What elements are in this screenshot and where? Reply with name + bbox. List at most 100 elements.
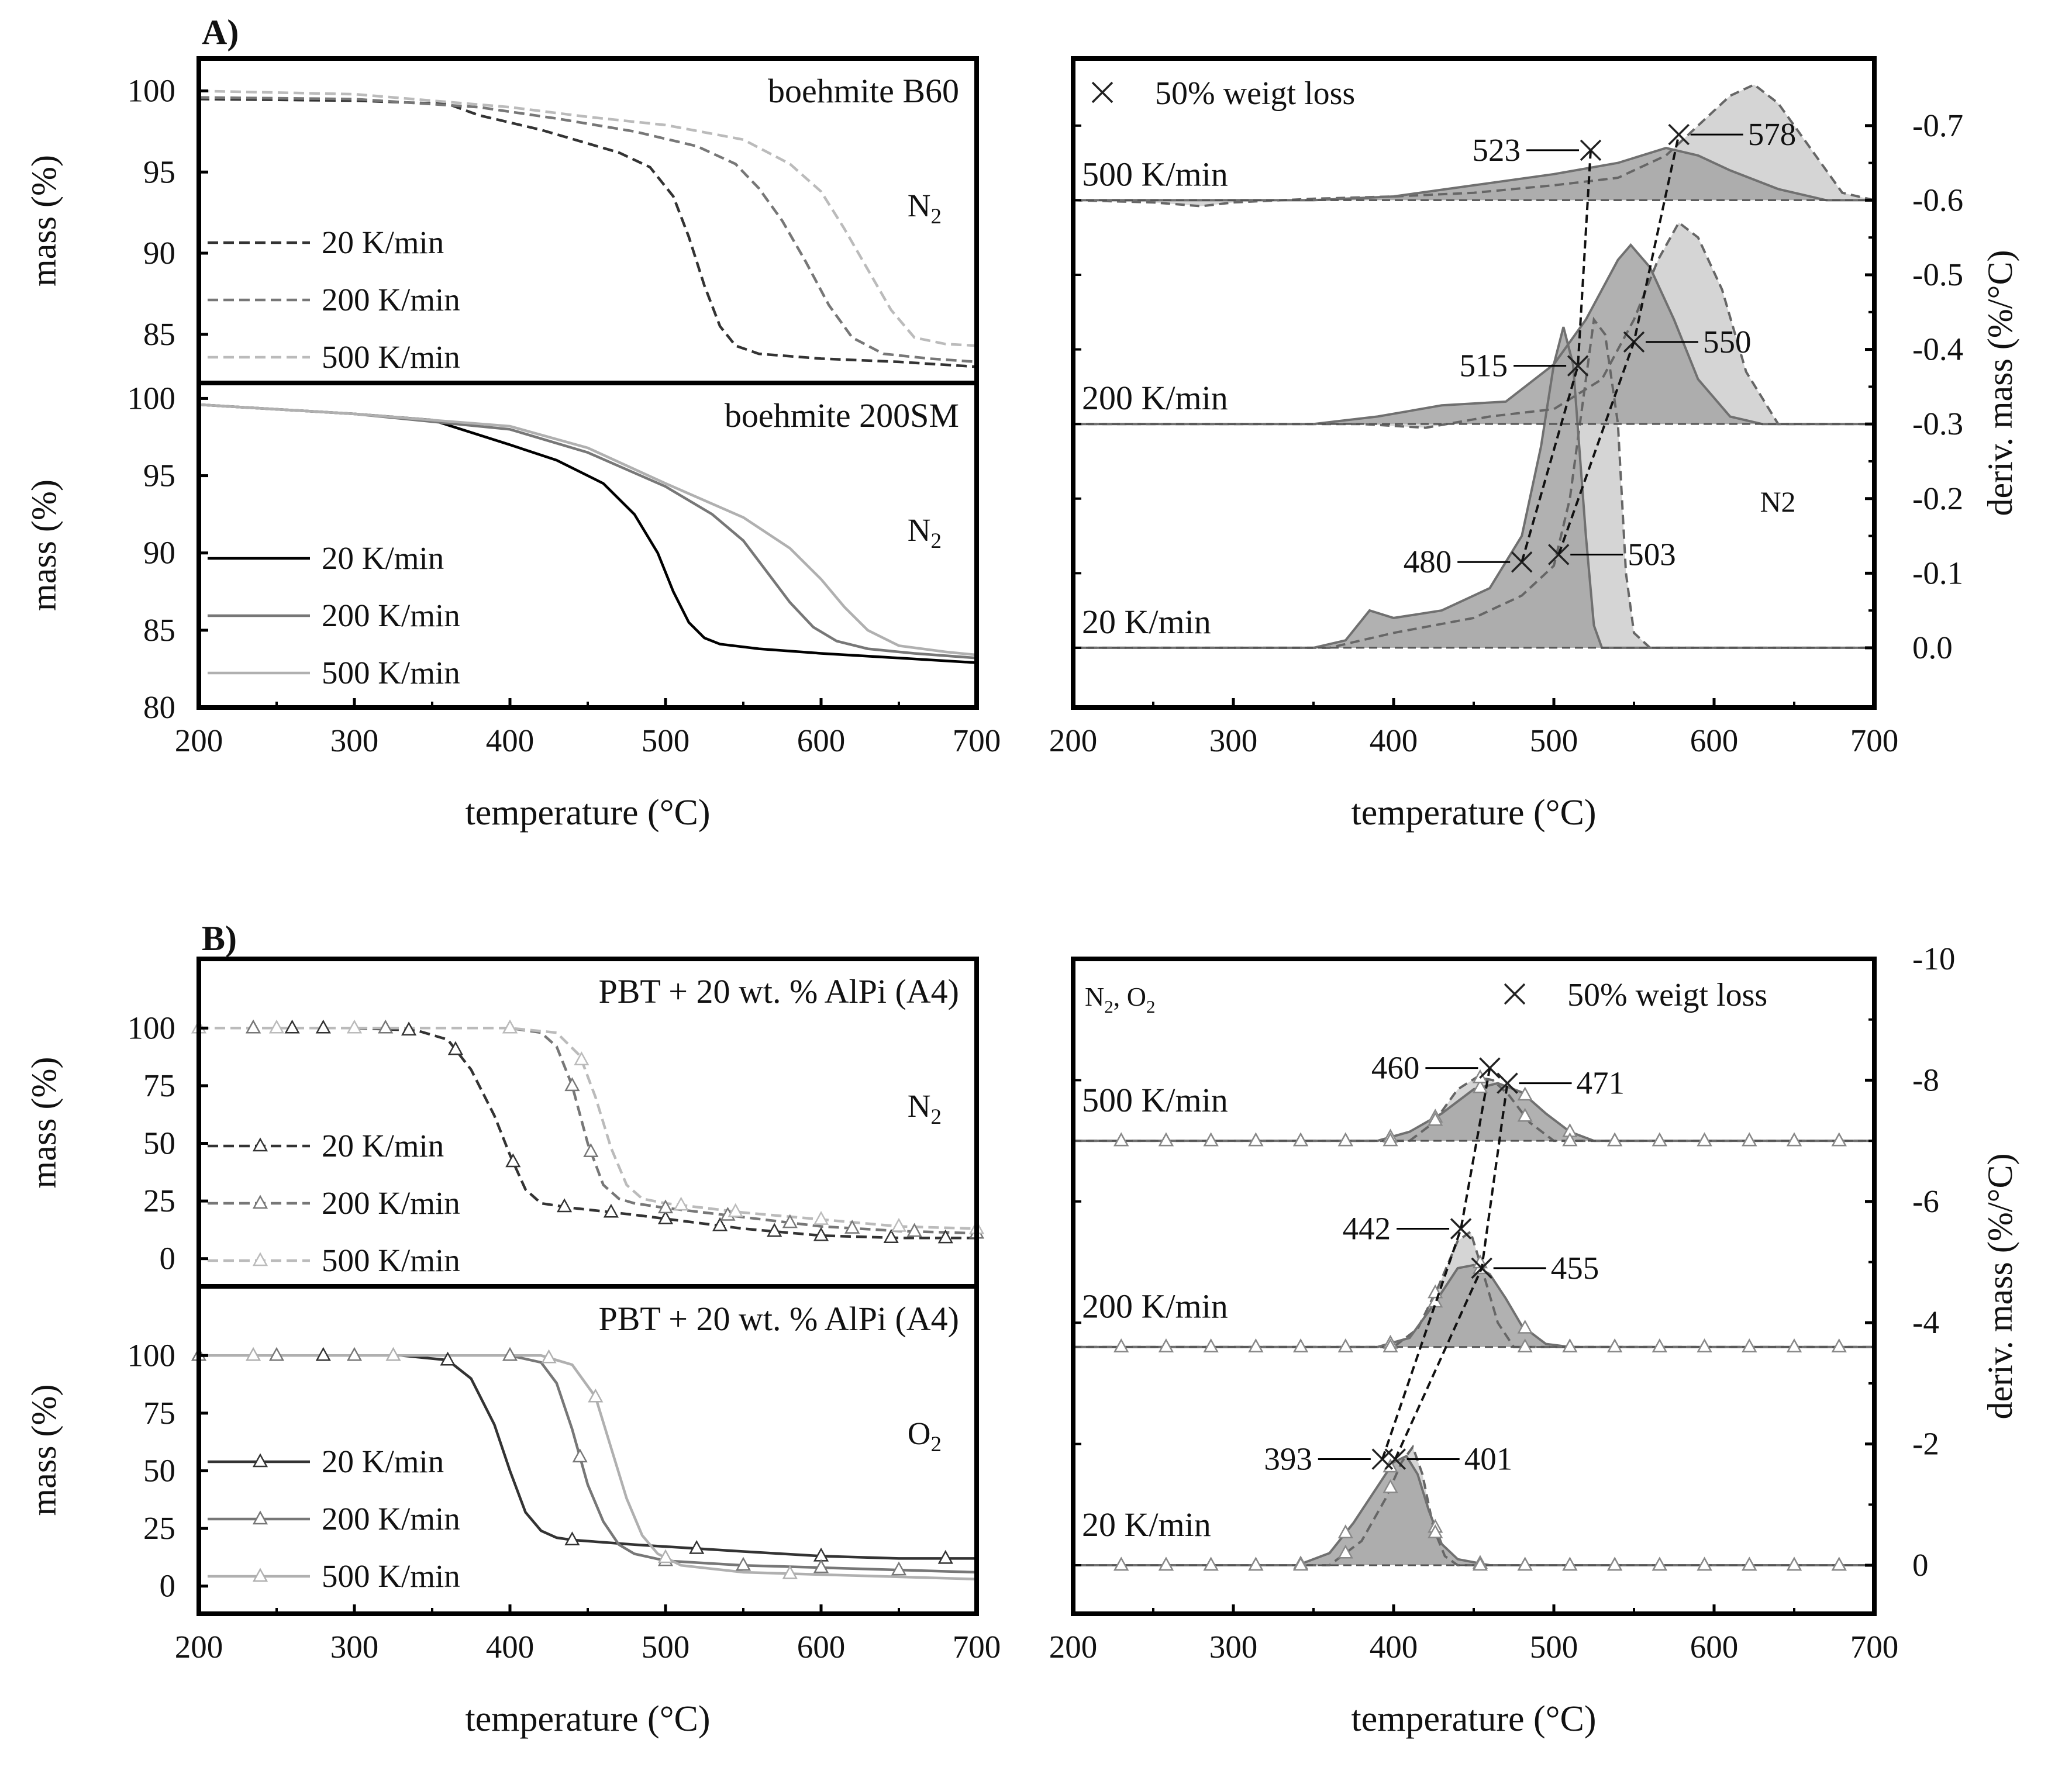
peak-trend-line (1394, 1083, 1509, 1460)
x-axis-label: temperature (°C) (1352, 1699, 1597, 1739)
legend-label: 200 K/min (322, 1185, 460, 1221)
series-marker (315, 1347, 331, 1361)
y-axis-label: deriv. mass (%/°C) (1981, 1153, 2019, 1419)
x-tick-label: 600 (797, 723, 846, 758)
x-tick-label: 500 (642, 723, 690, 758)
y-tick-label: 80 (143, 689, 175, 725)
atmosphere-part: 2 (931, 1433, 942, 1456)
y-tick-label: 100 (127, 73, 176, 109)
dtg-marker (1383, 1338, 1398, 1352)
dtg-curve (1073, 326, 1874, 649)
series-marker (541, 1349, 557, 1364)
x-tick-label: 200 (175, 723, 223, 758)
dtg-marker (1383, 1479, 1398, 1493)
legend-label: 20 K/min (322, 1444, 444, 1479)
legend-x-marker (1504, 983, 1526, 1005)
dtg-marker (1697, 1556, 1712, 1571)
dtg-marker (1203, 1556, 1219, 1571)
x-tick-label: 300 (330, 723, 379, 758)
y-tick-label: 95 (143, 458, 175, 493)
dtg-marker (1652, 1556, 1667, 1571)
legend-marker (252, 1195, 268, 1209)
rate-label: 20 K/min (1082, 1506, 1211, 1544)
dtg-marker (1697, 1132, 1712, 1147)
x-tick-label: 700 (953, 723, 1001, 758)
half-loss-marker (1580, 139, 1602, 161)
y-tick-label: 100 (127, 1337, 176, 1373)
series-marker (556, 1198, 573, 1213)
y-tick-label: 0 (1912, 1547, 1929, 1583)
y-tick-label: 100 (127, 1010, 176, 1045)
chart-title: PBT + 20 wt. % AlPi (A4) (598, 972, 959, 1010)
dtg-curve (1073, 83, 1875, 208)
y-axis-label: deriv. mass (%/°C) (1981, 250, 2019, 516)
dtg-marker (1383, 1132, 1398, 1147)
series-marker (844, 1220, 860, 1234)
series-marker (937, 1229, 953, 1244)
half-loss-marker (1567, 355, 1589, 377)
peak-temp-label: 442 (1343, 1210, 1391, 1246)
series-marker (657, 1199, 674, 1214)
legend-label: 200 K/min (322, 598, 460, 633)
y-tick-label: -0.5 (1912, 257, 1963, 292)
y-tick-label: 25 (143, 1183, 175, 1219)
legend-label: 500 K/min (322, 1558, 460, 1594)
dtg-marker (1742, 1556, 1757, 1571)
x-tick-label: 400 (1370, 723, 1418, 758)
x-axis-label: temperature (°C) (466, 793, 711, 833)
panel-label-b: B) (202, 919, 237, 958)
dtg-marker (1428, 1524, 1443, 1538)
half-loss-marker (1497, 1072, 1518, 1094)
series-marker (883, 1229, 899, 1244)
legend-label: 50% weigt loss (1567, 977, 1767, 1013)
series-marker (378, 1019, 394, 1034)
series-marker (574, 1051, 589, 1065)
legend-label: 500 K/min (322, 339, 460, 375)
y-tick-label: -0.3 (1912, 406, 1963, 441)
atmosphere-label: N2 (1760, 485, 1795, 518)
series-line (199, 1027, 977, 1230)
dtg-marker (1113, 1556, 1129, 1571)
dtg-marker (1337, 1524, 1353, 1538)
dtg-marker (1248, 1556, 1264, 1571)
dtg-curve (1073, 243, 1874, 426)
peak-temp-label: 471 (1577, 1065, 1625, 1101)
legend-marker (252, 1137, 268, 1152)
y-tick-label: 50 (143, 1125, 175, 1161)
half-loss-marker (1479, 1057, 1501, 1079)
peak-temp-label: 550 (1703, 324, 1752, 360)
y-axis-label: mass (%) (25, 479, 63, 611)
x-tick-label: 700 (953, 1629, 1001, 1665)
y-tick-label: -2 (1912, 1426, 1939, 1462)
y-tick-label: 0 (160, 1568, 176, 1604)
half-loss-marker (1547, 544, 1570, 565)
dtg-marker (1562, 1132, 1578, 1147)
x-tick-label: 200 (1049, 723, 1098, 758)
legend-marker (252, 1453, 268, 1468)
y-axis-label: mass (%) (25, 1385, 63, 1516)
dtg-marker (1113, 1132, 1129, 1147)
atmosphere-part: N (908, 1088, 931, 1124)
chart-title: boehmite 200SM (725, 396, 959, 434)
y-tick-label: -0.4 (1912, 332, 1963, 367)
series-marker (906, 1223, 922, 1237)
atmosphere-label: N2 (908, 1088, 942, 1129)
x-tick-label: 500 (1530, 1629, 1578, 1665)
series-marker (657, 1210, 674, 1224)
y-tick-label: -10 (1912, 941, 1955, 976)
series-marker (728, 1203, 743, 1217)
dtg-marker (1292, 1132, 1309, 1147)
atmosphere-part: 2 (931, 1105, 942, 1129)
dtg-marker (1517, 1338, 1533, 1352)
dtg-marker (1158, 1338, 1174, 1352)
x-tick-label: 600 (1690, 723, 1739, 758)
legend-label: 20 K/min (322, 540, 444, 576)
dtg-marker (1517, 1086, 1533, 1101)
y-tick-label: 85 (143, 612, 175, 648)
atmosphere-part: 2 (1104, 996, 1113, 1017)
series-line (198, 403, 977, 664)
peak-temp-label: 578 (1748, 116, 1797, 152)
rate-label: 200 K/min (1082, 379, 1228, 417)
series-line (199, 1027, 977, 1235)
dtg-marker (1517, 1319, 1533, 1334)
